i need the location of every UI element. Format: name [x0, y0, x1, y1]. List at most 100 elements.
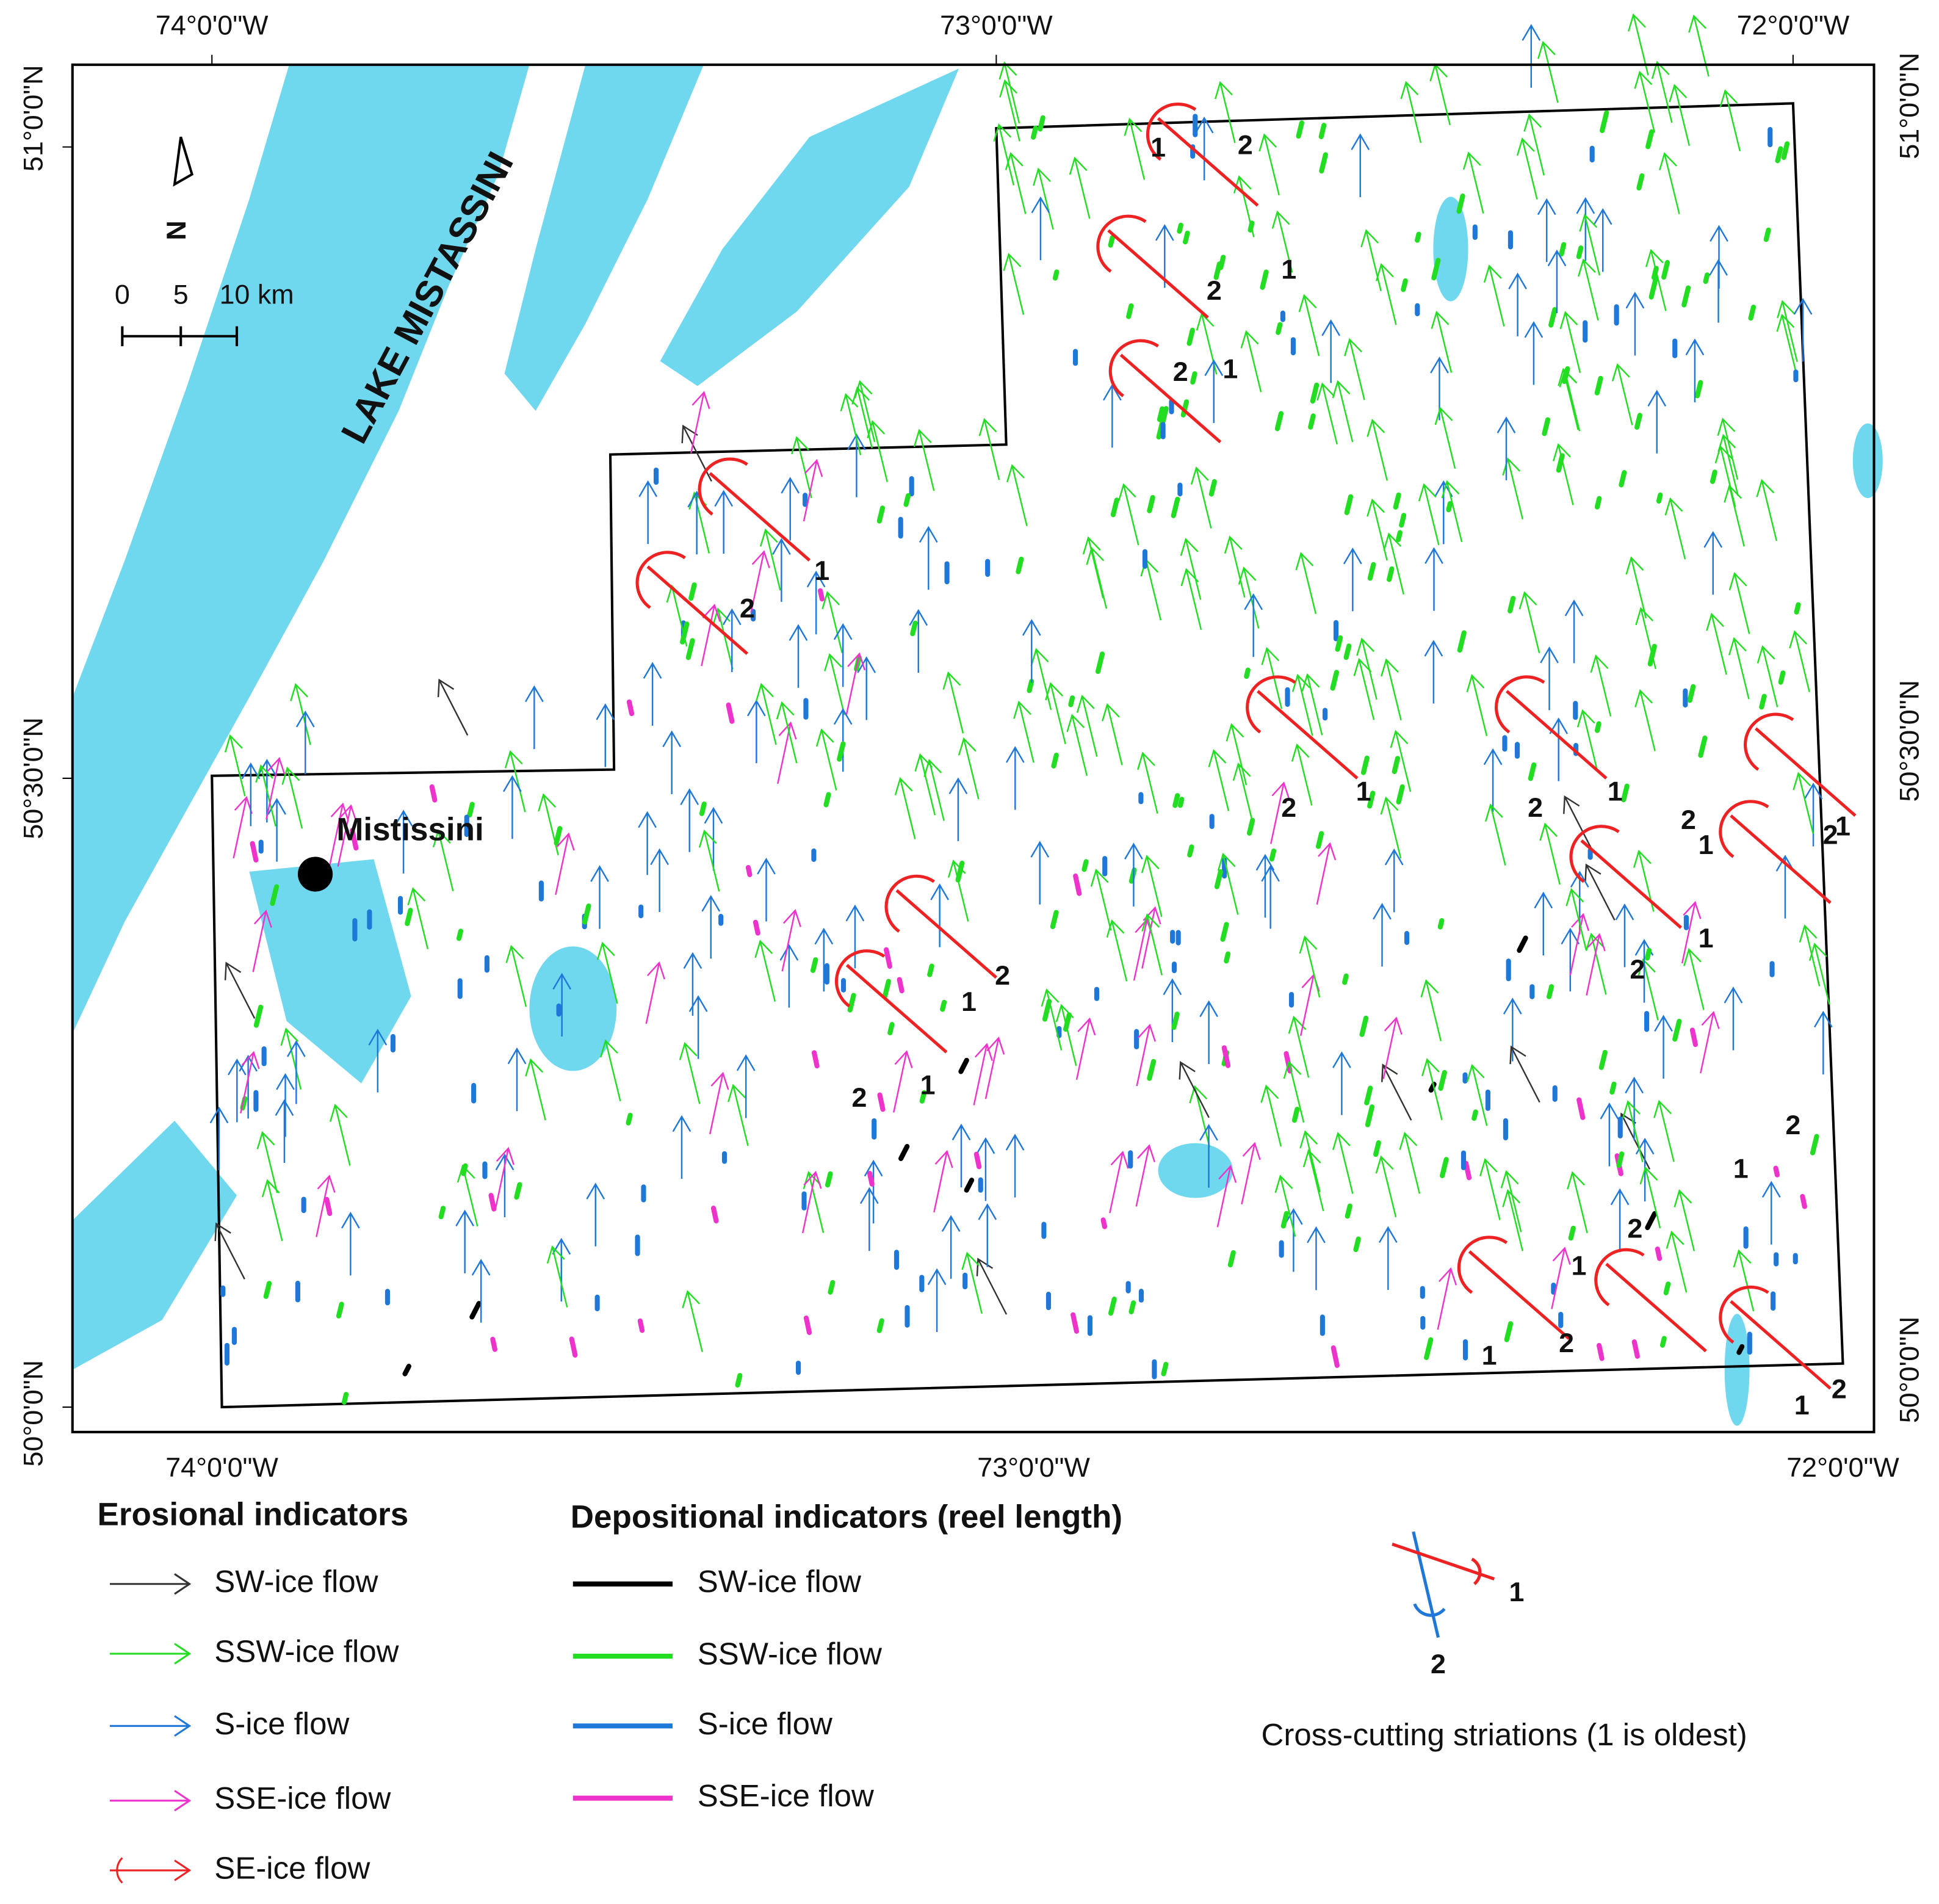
legend-symbol	[109, 1573, 192, 1595]
erosional-striation	[1547, 249, 1567, 314]
depositional-landform	[1180, 399, 1190, 418]
depositional-landform	[837, 741, 846, 762]
depositional-landform	[1456, 193, 1465, 214]
erosional-striation	[505, 944, 527, 1007]
erosional-striation	[1124, 842, 1143, 907]
erosional-striation	[679, 1041, 701, 1104]
erosional-striation	[1700, 1011, 1720, 1074]
depositional-landform	[1651, 266, 1659, 280]
erosional-striation	[239, 1054, 258, 1119]
crosscut-order-label: 1	[1356, 775, 1371, 806]
depositional-landform	[270, 884, 280, 907]
depositional-landform	[1335, 635, 1343, 652]
erosional-striation	[951, 1123, 971, 1188]
erosional-striation	[1462, 151, 1484, 214]
erosional-striation	[287, 1040, 306, 1104]
crosscut-old	[1107, 229, 1209, 319]
lake	[504, 65, 704, 411]
erosional-striation	[638, 480, 658, 545]
crosscut-arc	[1108, 339, 1160, 397]
crosscut-arc	[1594, 1248, 1645, 1306]
erosional-striation	[976, 1137, 995, 1201]
crosscut-order-label: 1	[1699, 829, 1714, 860]
erosional-striation	[596, 941, 618, 1004]
erosional-striation	[1645, 248, 1667, 311]
erosional-striation	[1208, 749, 1230, 811]
erosional-striation	[394, 809, 413, 874]
legend: Erosional indicators Depositional indicat…	[98, 1497, 1747, 1886]
erosional-striation	[1634, 70, 1656, 133]
erosional-striation	[776, 701, 798, 764]
legend-caption: Cross-cutting striations (1 is oldest)	[1262, 1717, 1747, 1752]
north-arrow: N	[161, 136, 194, 241]
depositional-landform	[1364, 1085, 1373, 1106]
depositional-landform	[1342, 973, 1349, 985]
depositional-landform	[1171, 496, 1180, 518]
erosional-striation	[1102, 383, 1122, 448]
erosional-striation	[1523, 113, 1545, 176]
erosional-striation	[709, 1071, 729, 1135]
depositional-landform	[1656, 492, 1663, 504]
erosional-striation	[1717, 433, 1739, 496]
erosional-striation	[1390, 729, 1412, 792]
erosional-striation	[1728, 637, 1750, 700]
scale-bar-line	[121, 326, 239, 347]
erosional-striation	[1578, 258, 1599, 321]
depositional-landform	[1471, 1109, 1478, 1121]
erosional-striation	[1291, 743, 1313, 806]
depositional-landform	[1594, 721, 1601, 733]
erosional-striation	[1421, 1058, 1443, 1120]
erosional-striation	[329, 1103, 351, 1166]
erosional-striation	[779, 944, 799, 1008]
depositional-landform	[964, 1178, 975, 1193]
crosscut-arc	[834, 949, 886, 1008]
erosional-striation	[1375, 1155, 1397, 1218]
depositional-landform	[1177, 797, 1185, 808]
depositional-landform	[1276, 322, 1283, 335]
erosional-striation	[688, 491, 710, 554]
erosional-striation	[1561, 927, 1580, 992]
lake	[1158, 1143, 1233, 1198]
erosional-striation	[1540, 646, 1559, 711]
depositional-landform	[1663, 1281, 1671, 1295]
erosional-striation	[1484, 803, 1506, 866]
erosional-striation	[1565, 888, 1587, 950]
erosional-striation	[1299, 1130, 1321, 1193]
depositional-landform	[461, 1163, 468, 1176]
crosscut-order-label: 2	[1832, 1373, 1847, 1404]
erosional-striation	[368, 1029, 388, 1093]
crosscut-arc	[1744, 712, 1794, 771]
erosional-striation	[281, 766, 303, 829]
crosscut-order-label: 2	[1528, 792, 1543, 823]
erosional-striation	[893, 1050, 913, 1113]
depositional-landform	[1081, 859, 1089, 872]
depositional-landform	[1794, 602, 1801, 615]
erosional-striation	[1497, 416, 1516, 480]
erosional-striation	[747, 699, 766, 764]
erosional-striation	[845, 652, 866, 715]
erosional-striation	[777, 721, 797, 784]
erosional-striation	[1180, 538, 1202, 600]
crosscut-order-label: 2	[740, 592, 755, 623]
erosional-striation	[1356, 637, 1378, 700]
depositional-landform	[876, 505, 886, 524]
depositional-landform	[1556, 453, 1565, 473]
erosional-striation	[1563, 795, 1594, 853]
legend-label: SW-ice flow	[214, 1564, 378, 1599]
depositional-landform	[1213, 261, 1222, 280]
erosional-striation	[1344, 338, 1365, 400]
depositional-landform	[1609, 1081, 1617, 1095]
legend-label: SE-ice flow	[214, 1850, 370, 1885]
depositional-landform	[263, 1281, 272, 1299]
erosional-striation	[860, 1187, 879, 1251]
depositional-landform	[1736, 1344, 1745, 1355]
crosscut-arc	[1246, 675, 1296, 734]
erosional-striation	[1045, 682, 1066, 745]
erosional-striation	[1255, 853, 1275, 918]
depositional-landform	[1689, 1027, 1699, 1048]
lake-mistassini	[72, 65, 530, 1034]
crosscut-order-label: 1	[1572, 1250, 1587, 1281]
erosional-striation	[1437, 1267, 1457, 1330]
